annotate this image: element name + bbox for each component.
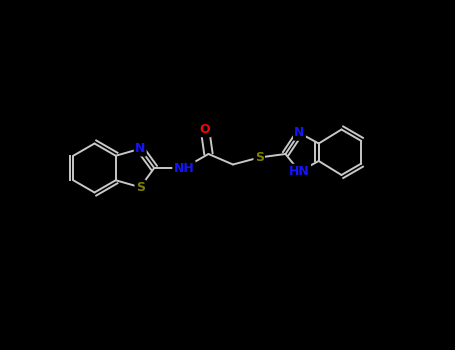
Text: N: N [135,142,146,155]
Text: NH: NH [174,161,194,175]
Text: O: O [200,123,210,136]
Text: S: S [255,151,264,164]
Text: S: S [136,181,145,194]
Text: N: N [294,126,305,140]
Text: HN: HN [289,165,310,178]
